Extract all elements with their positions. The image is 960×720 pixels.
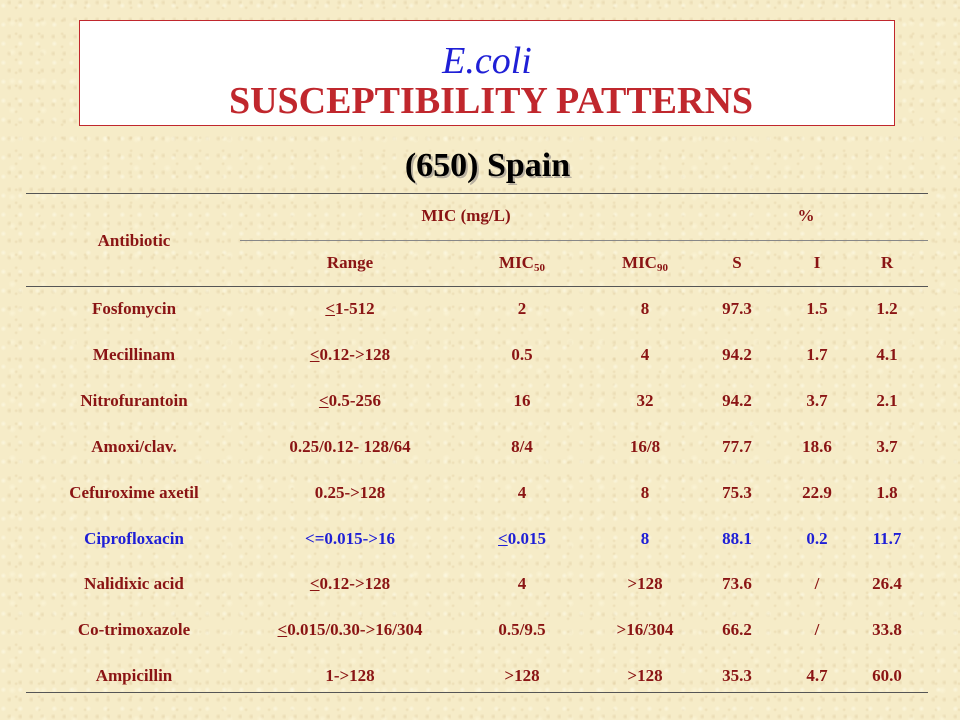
cell-mic50: 0.5/9.5: [498, 620, 546, 639]
cell-r: 2.1: [876, 391, 898, 410]
subtitle: (650) Spain: [404, 147, 571, 184]
header-percent-group: %: [797, 206, 815, 225]
title-heading: SUSCEPTIBILITY PATTERNS: [228, 80, 754, 122]
cell-mic90: 8: [640, 299, 650, 318]
cell-range: 0.25/0.12- 128/64: [289, 437, 411, 456]
cell-i: /: [814, 620, 820, 639]
cell-r: 33.8: [872, 620, 902, 639]
cell-r: 26.4: [872, 574, 902, 593]
cell-mic50: 0.5: [511, 345, 533, 364]
header-mid-rule: [240, 240, 928, 241]
cell-antibiotic: Ampicillin: [95, 666, 173, 685]
mic50-subscript: 50: [533, 262, 545, 274]
cell-i: 22.9: [802, 483, 832, 502]
cell-antibiotic: Cefuroxime axetil: [69, 483, 199, 502]
cell-mic90: 8: [640, 483, 650, 502]
cell-antibiotic: Co-trimoxazole: [77, 620, 191, 639]
header-bottom-rule: [26, 286, 928, 287]
cell-s: 75.3: [722, 483, 752, 502]
cell-mic50: <0.015: [498, 529, 546, 548]
cell-mic90: >16/304: [616, 620, 674, 639]
cell-mic90: 8: [640, 529, 650, 548]
cell-antibiotic: Ciprofloxacin: [84, 529, 184, 548]
cell-range: <0.12->128: [309, 345, 391, 364]
cell-mic90: >128: [627, 574, 663, 593]
cell-mic90: >128: [627, 666, 663, 685]
header-r: R: [880, 253, 894, 272]
cell-mic50: 4: [517, 574, 527, 593]
cell-mic50: 2: [517, 299, 527, 318]
mic90-subscript: 90: [656, 262, 668, 274]
cell-mic90: 4: [640, 345, 650, 364]
cell-range: 0.25->128: [314, 483, 386, 502]
table-top-rule: [26, 193, 928, 194]
cell-i: 18.6: [802, 437, 832, 456]
cell-mic50: >128: [504, 666, 540, 685]
cell-s: 66.2: [722, 620, 752, 639]
cell-i: 1.7: [806, 345, 828, 364]
cell-mic50: 16: [513, 391, 531, 410]
cell-antibiotic: Amoxi/clav.: [91, 437, 177, 456]
cell-r: 3.7: [876, 437, 898, 456]
header-range: Range: [326, 253, 374, 272]
cell-range: <=0.015->16: [305, 529, 395, 548]
cell-r: 1.8: [876, 483, 898, 502]
header-i: I: [813, 253, 821, 272]
cell-i: 1.5: [806, 299, 828, 318]
cell-s: 77.7: [722, 437, 752, 456]
cell-r: 60.0: [872, 666, 902, 685]
header-mic90: MIC90: [622, 253, 668, 274]
cell-antibiotic: Nitrofurantoin: [80, 391, 188, 410]
table-bottom-rule: [26, 692, 928, 693]
cell-i: 0.2: [806, 529, 828, 548]
header-antibiotic: Antibiotic: [97, 231, 171, 250]
header-s: S: [732, 253, 742, 272]
cell-mic90: 32: [636, 391, 654, 410]
cell-s: 97.3: [722, 299, 752, 318]
cell-i: /: [814, 574, 820, 593]
cell-s: 94.2: [722, 345, 752, 364]
cell-range: <1-512: [325, 299, 375, 318]
cell-s: 94.2: [722, 391, 752, 410]
cell-mic50: 4: [517, 483, 527, 502]
cell-mic50: 8/4: [511, 437, 533, 456]
title-box: E.coli SUSCEPTIBILITY PATTERNS: [79, 20, 895, 126]
title-organism: E.coli: [442, 40, 532, 82]
header-mic50: MIC50: [499, 253, 545, 274]
cell-s: 35.3: [722, 666, 752, 685]
cell-s: 88.1: [722, 529, 752, 548]
cell-r: 11.7: [872, 529, 902, 548]
cell-mic90: 16/8: [629, 437, 661, 456]
cell-i: 4.7: [806, 666, 828, 685]
cell-r: 1.2: [876, 299, 898, 318]
cell-range: <0.015/0.30->16/304: [277, 620, 423, 639]
cell-antibiotic: Nalidixic acid: [84, 574, 184, 593]
cell-r: 4.1: [876, 345, 898, 364]
cell-range: <0.5-256: [318, 391, 382, 410]
cell-s: 73.6: [722, 574, 752, 593]
cell-range: <0.12->128: [309, 574, 391, 593]
cell-antibiotic: Mecillinam: [92, 345, 176, 364]
cell-range: 1->128: [325, 666, 375, 685]
cell-i: 3.7: [806, 391, 828, 410]
cell-antibiotic: Fosfomycin: [91, 299, 177, 318]
header-mic-group: MIC (mg/L): [421, 206, 511, 225]
